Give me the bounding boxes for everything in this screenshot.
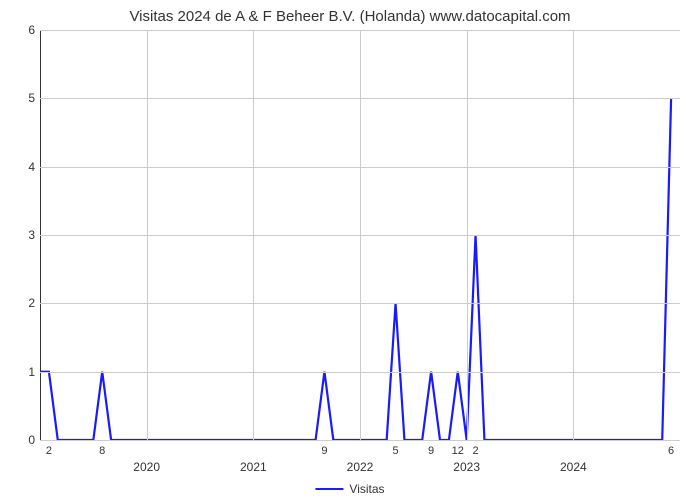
legend-swatch (315, 488, 343, 490)
gridline-h (40, 440, 680, 441)
gridline-v (467, 30, 468, 440)
series-polyline (40, 98, 671, 440)
x-year-label: 2021 (240, 460, 267, 474)
y-tick-label: 3 (28, 228, 35, 242)
y-tick-label: 1 (28, 365, 35, 379)
y-tick-label: 4 (28, 160, 35, 174)
y-tick-label: 6 (28, 23, 35, 37)
chart-title: Visitas 2024 de A & F Beheer B.V. (Holan… (0, 0, 700, 25)
gridline-v (573, 30, 574, 440)
y-tick-label: 2 (28, 296, 35, 310)
chart-container: Visitas 2024 de A & F Beheer B.V. (Holan… (0, 0, 700, 500)
plot-area (40, 30, 680, 440)
x-tick-label: 5 (392, 445, 398, 457)
x-year-label: 2023 (453, 460, 480, 474)
x-tick-label: 8 (99, 445, 105, 457)
gridline-v (147, 30, 148, 440)
x-tick-label: 6 (668, 445, 674, 457)
x-tick-label: 2 (46, 445, 52, 457)
x-year-label: 2024 (560, 460, 587, 474)
x-tick-label: 9 (321, 445, 327, 457)
x-tick-label: 2 (472, 445, 478, 457)
legend-label: Visitas (349, 482, 384, 496)
x-year-label: 2022 (347, 460, 374, 474)
gridline-v (253, 30, 254, 440)
y-tick-label: 5 (28, 91, 35, 105)
x-tick-label: 9 (428, 445, 434, 457)
gridline-v (360, 30, 361, 440)
x-year-label: 2020 (133, 460, 160, 474)
y-tick-label: 0 (28, 433, 35, 447)
legend: Visitas (315, 482, 384, 496)
x-tick-label: 12 (452, 445, 464, 457)
